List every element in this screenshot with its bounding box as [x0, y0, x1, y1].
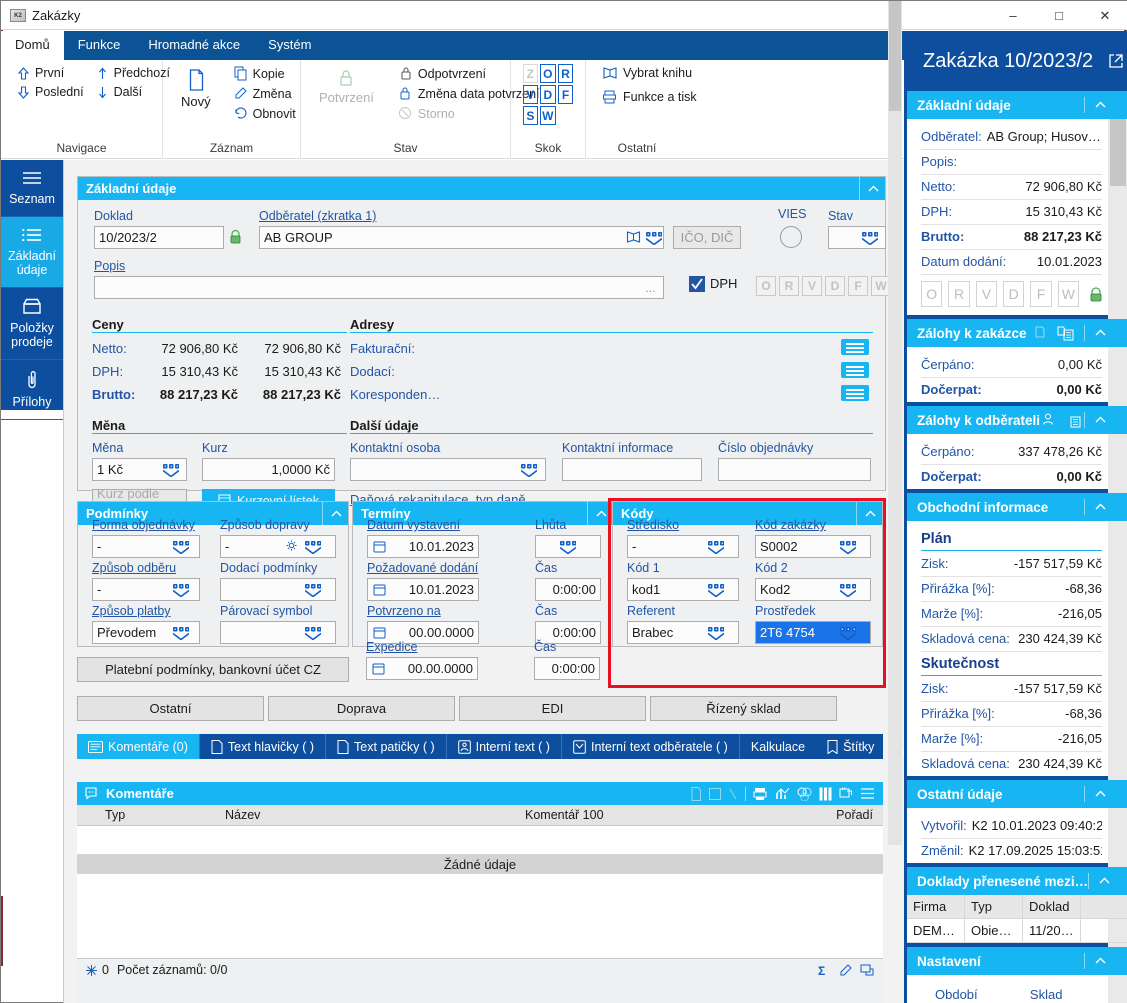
- svg-text:Σ: Σ: [818, 964, 825, 977]
